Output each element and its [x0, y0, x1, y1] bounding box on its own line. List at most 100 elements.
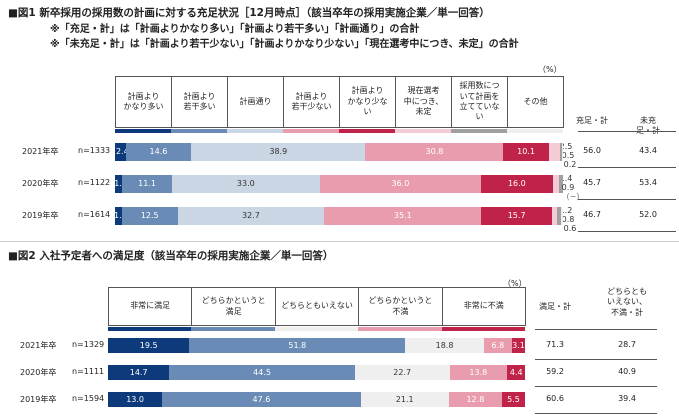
bar-value-label: 30.8 — [425, 147, 444, 156]
bar-value-label: 1.6 — [114, 179, 127, 188]
summary-value: 46.7 — [583, 210, 601, 219]
bar-value-label: 5.5 — [507, 394, 520, 404]
bar-value-label: 1.5 — [113, 211, 127, 220]
bar-value-label: 12.5 — [140, 211, 159, 220]
bar-segment — [560, 207, 564, 225]
bar-value-label: 32.7 — [242, 211, 260, 220]
legend-swatch-1 — [171, 129, 227, 133]
fig2-unit: （%） — [503, 279, 527, 288]
category-label: 2019年卒 — [20, 394, 57, 404]
bar-segment — [121, 207, 178, 225]
legend-swatch-2 — [227, 129, 283, 133]
bar-value-label: 19.5 — [139, 340, 158, 350]
legend-swatch-4 — [441, 327, 525, 331]
category-label: 2020年卒 — [22, 179, 59, 188]
bar-segment — [108, 392, 163, 407]
fig2-title: ■図2 入社予定者への満足度（該当卒年の採用実施企業／単一回答） — [8, 250, 334, 262]
legend-header-1: どちらかというと 満足 — [191, 287, 276, 326]
bar-segment — [360, 392, 449, 407]
category-label: 2020年卒 — [20, 367, 57, 377]
legend-header-2: 計画通り — [227, 76, 284, 128]
bar-segment — [189, 338, 406, 353]
n-label: n=1614 — [78, 210, 111, 219]
bar-segment — [122, 175, 172, 193]
bar-value-label: 18.8 — [435, 340, 454, 350]
legend-swatch-7 — [507, 129, 563, 133]
summary-rule — [578, 167, 676, 168]
bar-value-label: 33.0 — [236, 179, 255, 188]
bar-segment — [552, 175, 559, 193]
legend-header-3: どちらかというと 不満 — [358, 287, 443, 326]
bar-segment — [162, 392, 361, 407]
summary-header-0: 充足・計 — [576, 116, 608, 125]
n-label: n=1111 — [72, 366, 105, 376]
bar-segment — [503, 143, 549, 161]
summary-value: 52.0 — [639, 210, 657, 219]
bar-value-label: 0.2 — [563, 160, 577, 169]
n-label: n=1594 — [72, 393, 105, 403]
bar-segment — [191, 143, 366, 161]
summary-rule-top — [578, 131, 676, 132]
bar-value-label: 2.5 — [559, 142, 573, 151]
legend-header-4: 非常に不満 — [441, 287, 526, 326]
bar-value-label: 0.5 — [561, 151, 575, 160]
summary-value: 60.6 — [546, 393, 564, 403]
summary-rule — [535, 359, 657, 360]
bar-segment — [324, 207, 482, 225]
legend-header-0: 非常に満足 — [108, 287, 193, 326]
bar-value-label: 13.8 — [469, 367, 488, 377]
bar-segment — [507, 365, 526, 380]
fig1-note-2: ※「未充足・計」は「計画より若干少ない」「計画よりかなり少ない」「現在選考中につ… — [50, 39, 519, 50]
bar-value-label: 4.4 — [509, 367, 523, 377]
summary-value: 59.2 — [546, 366, 564, 376]
bar-segment — [449, 365, 508, 380]
legend-swatch-3 — [358, 327, 442, 331]
bar-segment — [551, 207, 558, 225]
summary-header-0: 満足・計 — [539, 302, 571, 311]
bar-segment — [557, 207, 561, 225]
bar-value-label: 13.0 — [126, 394, 144, 404]
bar-label-dash: (−) — [566, 192, 580, 201]
fig1-note-1: ※「充足・計」は「計画よりかなり多い」「計画より若干多い」「計画通り」の合計 — [50, 24, 420, 35]
bar-segment — [115, 143, 126, 161]
bar-segment — [108, 338, 190, 353]
category-label: 2021年卒 — [22, 147, 59, 156]
legend-header-0: 計画より かなり多い — [115, 76, 172, 128]
bar-value-label: 1.2 — [559, 206, 573, 215]
bar-segment — [559, 143, 563, 161]
bar-segment — [483, 338, 513, 353]
bar-value-label: 15.7 — [507, 211, 526, 220]
bar-segment — [448, 392, 503, 407]
bar-segment — [558, 175, 563, 193]
summary-rule — [578, 199, 676, 200]
bar-value-label: 47.6 — [252, 394, 271, 404]
n-label: n=1329 — [72, 339, 105, 349]
bar-segment — [405, 338, 484, 353]
bar-segment — [319, 175, 481, 193]
bar-value-label: 0.9 — [561, 183, 575, 192]
summary-value: 43.4 — [639, 146, 657, 155]
legend-header-3: 計画より 若干少ない — [283, 76, 340, 128]
divider — [0, 241, 679, 242]
bar-segment — [108, 365, 170, 380]
bar-segment — [115, 175, 123, 193]
summary-value: 40.9 — [618, 366, 636, 376]
bar-segment — [512, 338, 525, 353]
legend-swatch-4 — [339, 129, 395, 133]
bar-segment — [548, 143, 560, 161]
bar-value-label: 22.7 — [393, 367, 412, 377]
legend-swatch-0 — [115, 129, 171, 133]
bar-value-label: 14.7 — [129, 367, 148, 377]
bar-value-label: 3.1 — [512, 340, 525, 350]
bar-value-label: 12.8 — [466, 394, 485, 404]
fig1-title: ■図1 新卒採用の採用数の計画に対する充足状況［12月時点］（該当卒年の採用実施… — [8, 7, 490, 19]
bar-value-label: 1.4 — [559, 174, 573, 183]
bar-value-label: 2.4 — [116, 147, 129, 156]
legend-header-1: 計画より 若干多い — [171, 76, 228, 128]
legend-swatch-2 — [274, 327, 359, 331]
legend-header-4: 計画より かなり少な い — [339, 76, 396, 128]
bar-value-label: 36.0 — [391, 179, 410, 188]
bar-value-label: 11.1 — [138, 179, 156, 188]
summary-rule — [535, 413, 657, 414]
